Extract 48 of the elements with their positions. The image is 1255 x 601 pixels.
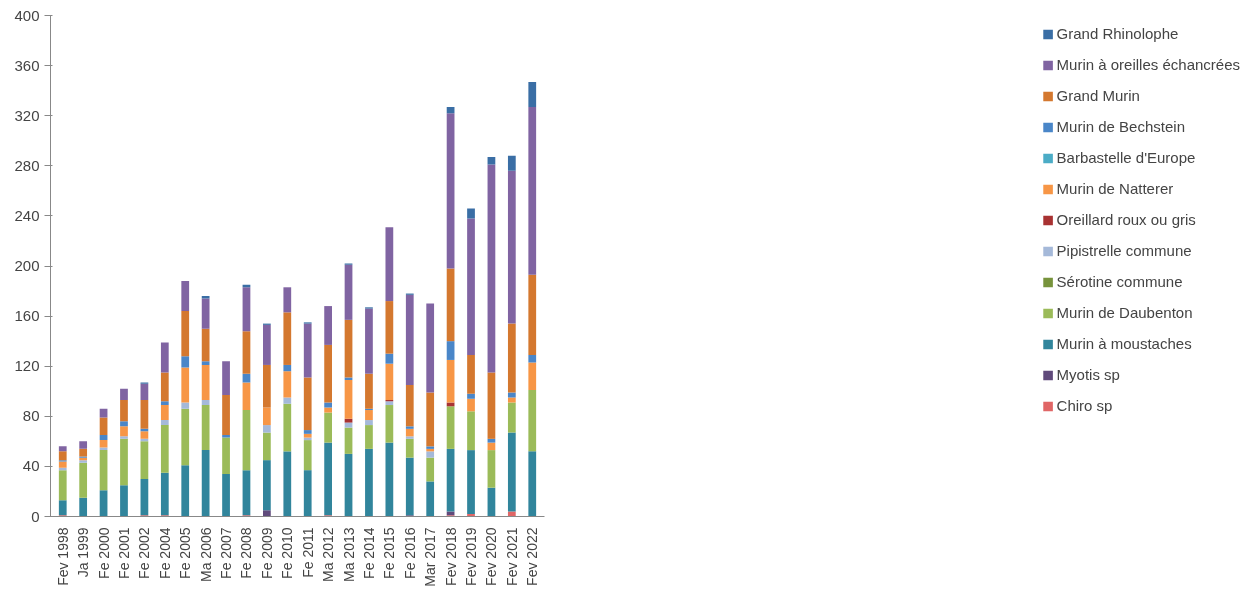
x-tick-label: Fev 2019 [463, 527, 480, 586]
x-tick-label: Fe 2016 [401, 527, 418, 579]
y-tick-label: 240 [14, 206, 40, 224]
x-tick-label: Fev 1998 [54, 527, 71, 586]
legend-label: Murin de Bechstein [1056, 118, 1185, 135]
legend-label: Grand Murin [1056, 87, 1140, 104]
x-tick-label: Fev 2020 [483, 527, 500, 586]
x-tick-label: Fe 2008 [238, 527, 255, 579]
legend-label: Murin de Natterer [1056, 180, 1174, 197]
x-tick-label: Fe 2009 [258, 527, 275, 579]
legend-label: Murin de Daubenton [1056, 304, 1193, 321]
y-tick-label: 200 [14, 257, 40, 274]
y-tick-label: 0 [31, 507, 40, 525]
x-tick-label: Fe 2004 [156, 527, 173, 579]
legend-label: Myotis sp [1056, 366, 1120, 383]
x-tick-label: Fe 2000 [95, 527, 112, 579]
legend-label: Chiro sp [1056, 397, 1113, 414]
x-tick-label: Fe 2010 [279, 527, 296, 579]
legend-label: Sérotine commune [1056, 273, 1183, 290]
y-tick-label: 160 [14, 307, 40, 325]
y-tick-label: 280 [14, 156, 40, 174]
x-tick-label: Fe 2005 [177, 527, 194, 579]
y-tick-label: 80 [22, 407, 40, 425]
x-tick-label: Fe 2014 [360, 527, 377, 579]
x-tick-label: Fev 2021 [503, 527, 520, 586]
x-tick-label: Ja 1999 [75, 527, 92, 578]
legend-label: Barbastelle d'Europe [1056, 149, 1196, 166]
legend-label: Oreillard roux ou gris [1056, 211, 1196, 228]
x-tick-label: Ma 2012 [320, 527, 337, 582]
x-tick-label: Ma 2006 [197, 527, 214, 582]
y-tick-label: 40 [22, 457, 40, 475]
x-tick-label: Fev 2022 [524, 527, 541, 586]
y-tick-label: 320 [14, 106, 40, 124]
x-tick-label: Mar 2017 [422, 527, 439, 587]
legend-label: Murin à moustaches [1056, 335, 1192, 352]
x-tick-label: Fe 2007 [218, 527, 235, 579]
y-tick-label: 400 [14, 6, 40, 24]
x-tick-label: Ma 2013 [340, 527, 357, 582]
x-tick-label: Fe 2002 [136, 527, 153, 579]
legend-label: Murin à oreilles échancrées [1056, 56, 1240, 73]
y-tick-label: 120 [14, 357, 40, 375]
x-tick-label: Fev 2018 [442, 527, 459, 586]
x-tick-label: Fe 2011 [299, 527, 316, 578]
legend-label: Grand Rhinolophe [1056, 25, 1179, 42]
x-tick-label: Fe 2015 [381, 527, 398, 579]
legend-label: Pipistrelle commune [1056, 242, 1192, 259]
x-tick-label: Fe 2001 [115, 527, 132, 579]
y-tick-label: 360 [14, 56, 40, 74]
